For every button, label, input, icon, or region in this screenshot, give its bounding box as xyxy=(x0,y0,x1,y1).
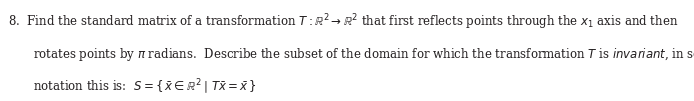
Text: notation this is:  $S = \{\,\bar{x} \in \mathbb{R}^2 \mid T\bar{x} = \bar{x}\,\}: notation this is: $S = \{\,\bar{x} \in \… xyxy=(33,78,257,97)
Text: rotates points by $\pi$ radians.  Describe the subset of the domain for which th: rotates points by $\pi$ radians. Describ… xyxy=(33,46,694,63)
Text: 8.  Find the standard matrix of a transformation $T : \mathbb{R}^2 \rightarrow \: 8. Find the standard matrix of a transfo… xyxy=(8,12,679,32)
